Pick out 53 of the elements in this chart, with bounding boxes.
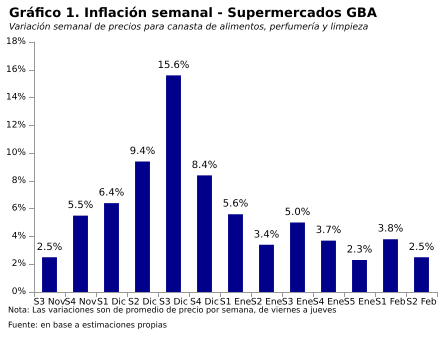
x-tick-label: S3 Ene bbox=[282, 298, 314, 308]
data-label: 5.0% bbox=[284, 207, 310, 218]
x-tick-label: S3 Dic bbox=[159, 298, 188, 308]
data-label: 5.5% bbox=[68, 200, 94, 212]
y-tick-label: 0% bbox=[12, 287, 26, 297]
bar bbox=[352, 260, 367, 292]
bar bbox=[104, 203, 119, 292]
y-tick-label: 16% bbox=[6, 64, 26, 75]
y-tick-label: 2% bbox=[12, 259, 26, 270]
data-label: 6.4% bbox=[98, 188, 124, 199]
bar bbox=[228, 214, 243, 292]
x-tick-label: S2 Ene bbox=[250, 298, 283, 308]
data-label: 8.4% bbox=[192, 160, 218, 171]
y-tick-label: 14% bbox=[6, 92, 26, 103]
x-tick-label: S1 Dic bbox=[97, 298, 126, 308]
y-tick-label: 4% bbox=[12, 231, 26, 242]
bar bbox=[290, 222, 305, 292]
data-label: 2.5% bbox=[36, 242, 62, 253]
bar bbox=[383, 239, 398, 292]
data-label: 15.6% bbox=[158, 60, 190, 71]
y-tick-label: 6% bbox=[12, 204, 26, 214]
bar bbox=[197, 175, 212, 292]
data-label: 5.6% bbox=[222, 198, 248, 210]
source-note: Fuente: en base a estimaciones propias bbox=[8, 320, 167, 330]
chart-subtitle: Variación semanal de precios para canasta de alimentos, perfumería y limpieza bbox=[9, 22, 368, 32]
bar bbox=[259, 244, 274, 292]
x-tick-label: S2 Dic bbox=[128, 298, 157, 308]
y-tick-label: 8% bbox=[12, 176, 26, 186]
text: Nota: Las variaciones son de promedio de precio por semana, de viernes a jueves bbox=[8, 306, 336, 314]
data-label: 3.7% bbox=[316, 225, 342, 236]
bar bbox=[166, 75, 181, 292]
bar bbox=[42, 257, 57, 292]
x-tick-label: S2 Feb bbox=[406, 298, 437, 308]
x-tick-label: S4 Nov bbox=[64, 298, 98, 308]
x-tick-label: S1 Ene bbox=[220, 298, 252, 308]
x-tick-label: S4 Dic bbox=[190, 298, 219, 308]
bar bbox=[321, 240, 336, 292]
bar bbox=[73, 216, 88, 292]
bar bbox=[135, 161, 150, 292]
y-tick-label: 10% bbox=[6, 148, 26, 158]
y-tick-label: 12% bbox=[6, 120, 26, 130]
x-tick-label: S4 Ene bbox=[312, 298, 345, 308]
x-tick-label: S5 Ene bbox=[344, 298, 376, 308]
data-label: 3.8% bbox=[378, 224, 404, 235]
data-label: 2.3% bbox=[346, 244, 372, 256]
x-tick-label: S3 Nov bbox=[34, 298, 66, 308]
bar bbox=[414, 257, 429, 292]
chart-title: Gráfico 1. Inflación semanal - Supermercados GBA bbox=[9, 6, 377, 21]
data-label: 2.5% bbox=[408, 242, 434, 253]
y-tick-label: 18% bbox=[6, 37, 26, 47]
data-label: 3.4% bbox=[254, 229, 280, 240]
data-label: 9.4% bbox=[130, 146, 156, 157]
x-tick-label: S1 Feb bbox=[375, 298, 406, 308]
